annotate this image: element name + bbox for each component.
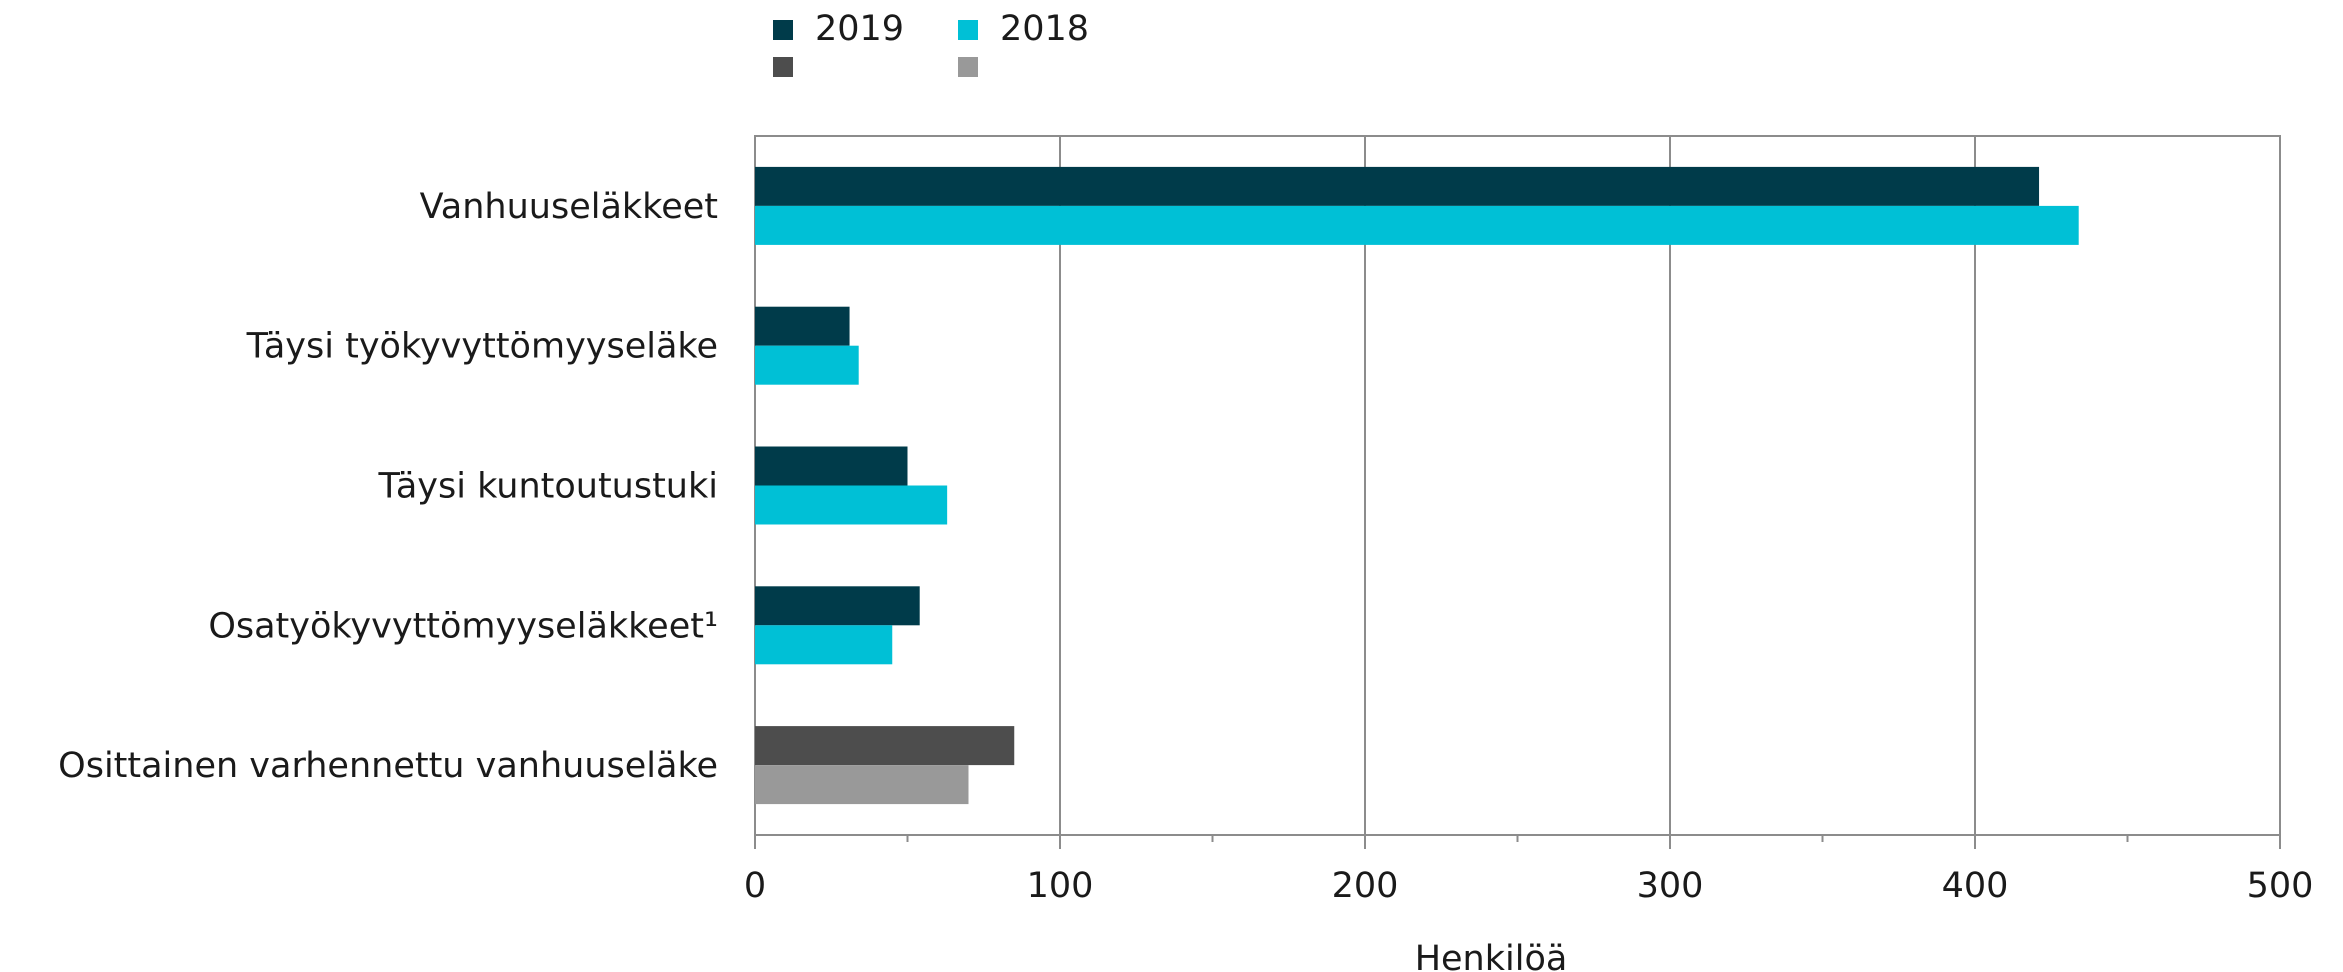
bar-2018-1 [755, 345, 859, 385]
x-tick-label: 300 [1637, 866, 1704, 906]
x-tick-label: 500 [2247, 866, 2314, 906]
bar-2018-0 [755, 205, 2079, 245]
bar-2019-0 [755, 166, 2040, 206]
category-label: Täysi kuntoutustuki [378, 467, 718, 507]
x-tick-label: 0 [744, 866, 766, 906]
x-tick-label: 100 [1027, 866, 1094, 906]
bar-2019-4 [755, 726, 1015, 766]
legend-item-2019: 2019 [773, 12, 904, 47]
bar-2018-4 [755, 765, 969, 805]
gridlines [1059, 136, 1976, 835]
legend-label-2018: 2018 [1000, 9, 1090, 49]
category-label: Täysi työkyvyttömyyseläke [246, 327, 718, 367]
x-axis: 0 100 200 300 400 500 [744, 835, 2314, 906]
bar-2019-1 [755, 306, 850, 346]
bar-2019-2 [755, 446, 908, 486]
category-label: Osittainen varhennettu vanhuuseläke [58, 746, 718, 786]
legend-swatch-2018-grey [958, 57, 978, 77]
bars [755, 166, 2079, 805]
legend-swatch-2019-grey [773, 57, 793, 77]
category-label: Vanhuuseläkkeet [420, 187, 718, 227]
x-tick-label: 200 [1332, 866, 1399, 906]
legend-label-2019: 2019 [815, 9, 905, 49]
legend-swatch-2018 [958, 19, 978, 40]
legend-item-2018: 2018 [958, 12, 1089, 47]
category-label: Osatyökyvyttömyyseläkkeet¹ [208, 606, 718, 646]
legend: 2019 2018 [0, 0, 2343, 100]
x-axis-title: Henkilöä [1415, 939, 1568, 972]
legend-swatch-2019 [773, 19, 793, 40]
x-tick-label: 400 [1942, 866, 2009, 906]
bar-2019-3 [755, 586, 920, 626]
bar-2018-3 [755, 625, 893, 665]
category-labels: Vanhuuseläkkeet Täysi työkyvyttömyyseläke… [58, 187, 718, 786]
bar-2018-2 [755, 485, 948, 525]
